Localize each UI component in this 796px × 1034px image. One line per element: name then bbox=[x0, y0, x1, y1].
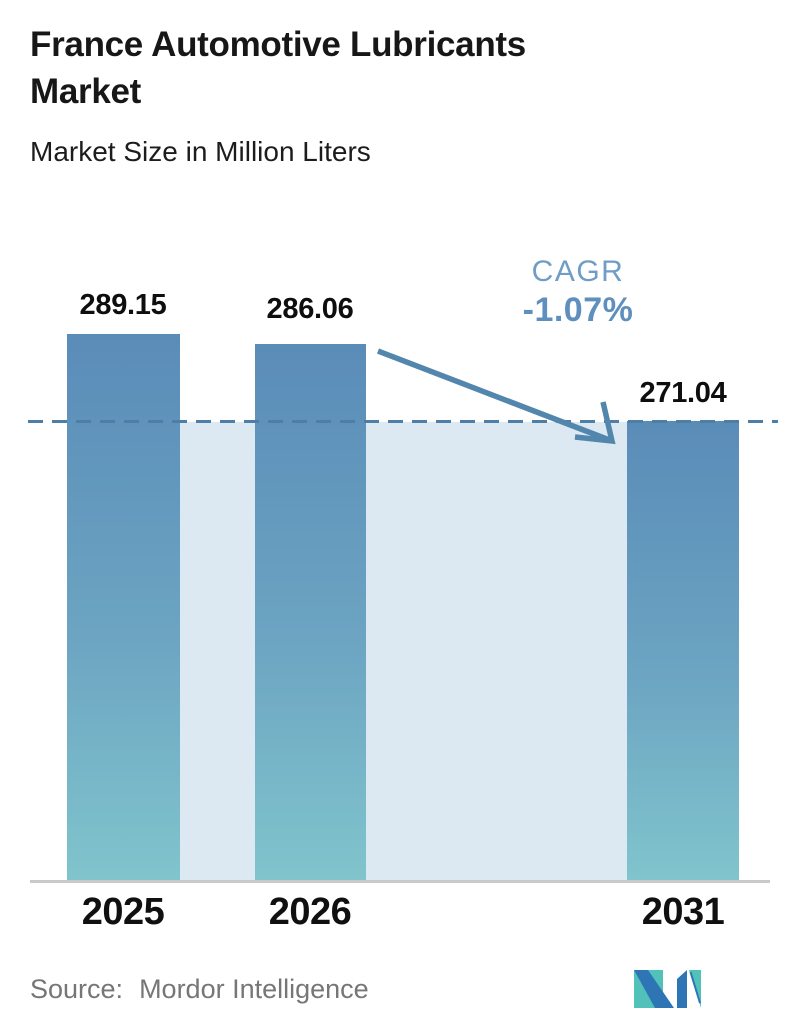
bar-value-label-2025: 289.15 bbox=[79, 289, 167, 321]
cagr-annotation: CAGR -1.07% bbox=[493, 255, 663, 330]
chart-title-line1: France Automotive Lubricants bbox=[30, 25, 526, 64]
source-value: Mordor Intelligence bbox=[139, 974, 369, 1004]
chart-title-line2: Market bbox=[30, 72, 142, 111]
chart-header: France Automotive Lubricants Market Mark… bbox=[30, 21, 526, 169]
bar-2026 bbox=[255, 344, 366, 880]
trend-arrow-icon bbox=[377, 348, 616, 445]
bar-2031 bbox=[627, 421, 739, 880]
cagr-label: CAGR bbox=[531, 255, 625, 288]
reference-dashed-line bbox=[28, 420, 778, 423]
x-axis-line bbox=[30, 880, 770, 883]
source-label: Source: bbox=[30, 974, 124, 1004]
x-tick-label-2026: 2026 bbox=[268, 891, 352, 933]
mordor-intelligence-logo bbox=[634, 970, 701, 1008]
bar-value-label-2026: 286.06 bbox=[266, 293, 354, 325]
x-tick-label-2031: 2031 bbox=[641, 891, 725, 933]
cagr-value: -1.07% bbox=[522, 291, 634, 329]
chart-title: France Automotive Lubricants Market bbox=[30, 21, 526, 115]
chart-subtitle: Market Size in Million Liters bbox=[30, 136, 371, 167]
source-attribution: Source: Mordor Intelligence bbox=[30, 972, 369, 1006]
x-tick-label-2025: 2025 bbox=[81, 891, 165, 933]
bar-value-label-2031: 271.04 bbox=[639, 377, 727, 409]
bar-2025 bbox=[67, 334, 180, 880]
